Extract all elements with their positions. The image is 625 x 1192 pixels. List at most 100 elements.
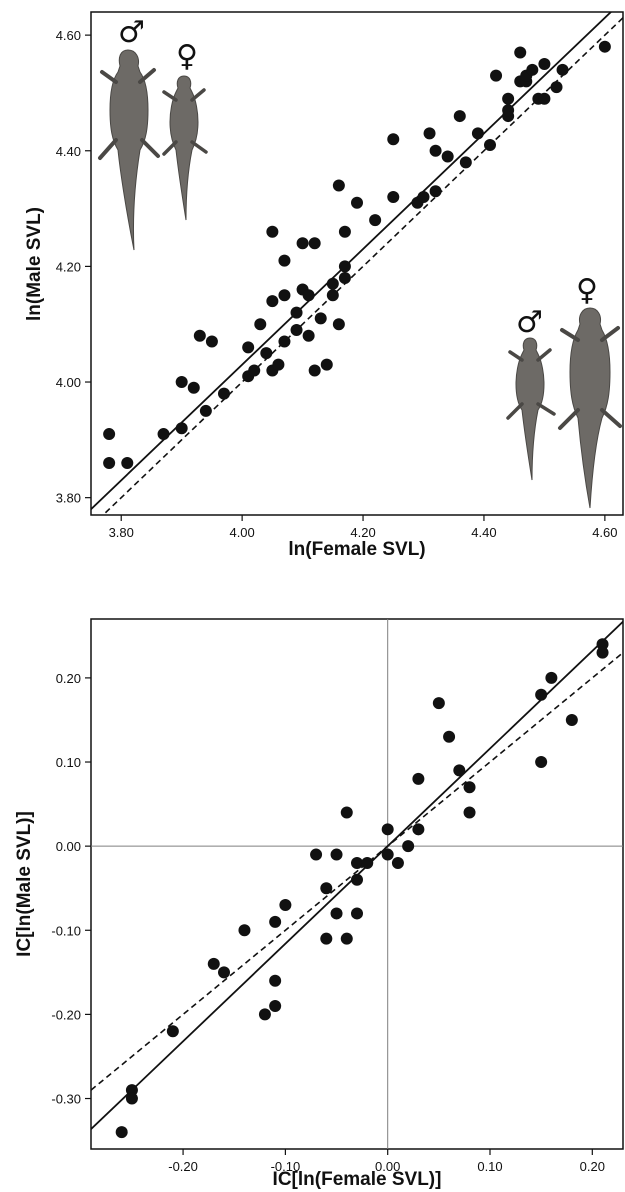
- data-point: [429, 144, 442, 157]
- male-symbol-icon: ♂: [516, 305, 543, 340]
- data-point: [310, 848, 323, 861]
- data-point: [266, 295, 279, 308]
- data-point: [326, 277, 339, 290]
- data-point: [121, 456, 134, 469]
- x-tick-label: -0.10: [271, 1159, 301, 1174]
- data-point: [550, 81, 563, 94]
- data-point: [351, 907, 363, 920]
- y-tick-label: -0.30: [51, 1092, 81, 1107]
- data-point: [502, 104, 515, 117]
- data-point: [538, 58, 551, 71]
- y-tick-label: -0.20: [51, 1007, 81, 1022]
- data-point: [103, 456, 116, 469]
- data-point: [338, 260, 351, 273]
- data-point: [320, 932, 333, 945]
- data-point: [332, 318, 345, 331]
- data-point: [242, 341, 255, 354]
- data-point: [302, 329, 315, 342]
- data-point: [258, 1008, 271, 1021]
- y-tick-label: 3.80: [56, 491, 81, 506]
- chart-b-y-ticks: -0.30 -0.20 -0.10 0.00 0.10 0.20: [51, 671, 91, 1107]
- data-point: [514, 46, 527, 59]
- chart-a-x-ticks: 3.80 4.00 4.20 4.40 4.60: [109, 515, 618, 540]
- data-point: [320, 358, 333, 371]
- data-point: [205, 335, 218, 348]
- data-point: [502, 92, 515, 105]
- x-tick-label: 0.10: [477, 1159, 502, 1174]
- data-point: [290, 323, 303, 336]
- chart-a-frame: [90, 11, 624, 516]
- chart-a: ♂ ♀ ♂ ♀ 3.80 4.00 4.20 4.40 4.60 3.80 4.00 4.2…: [24, 11, 624, 560]
- male-symbol-icon: ♂: [118, 15, 145, 50]
- x-tick-label: 0.20: [580, 1159, 605, 1174]
- data-point: [443, 730, 456, 743]
- data-point: [296, 237, 309, 250]
- data-point: [471, 127, 484, 140]
- data-point: [565, 713, 578, 726]
- data-point: [199, 404, 212, 417]
- isometry-line-dashed: [91, 652, 623, 1091]
- data-point: [308, 237, 321, 250]
- data-point: [266, 225, 279, 238]
- data-point: [330, 907, 343, 920]
- data-point: [330, 848, 343, 861]
- data-point: [490, 69, 503, 82]
- data-point: [308, 364, 321, 377]
- data-point: [381, 823, 394, 836]
- x-tick-label: -0.20: [168, 1159, 198, 1174]
- data-point: [402, 840, 415, 853]
- chart-a-points: [103, 40, 611, 469]
- data-point: [279, 899, 292, 912]
- y-tick-label: 4.20: [56, 259, 81, 274]
- chart-b-x-axis-title: IC[ln(Female SVL)]: [273, 1169, 442, 1190]
- data-point: [526, 63, 539, 76]
- y-tick-label: 4.00: [56, 375, 81, 390]
- data-point: [338, 271, 351, 284]
- data-point: [340, 932, 353, 945]
- regression-line-solid: [91, 12, 613, 510]
- data-point: [369, 214, 382, 227]
- data-point: [351, 856, 363, 869]
- chart-b-reference-lines: [91, 619, 623, 1149]
- data-point: [302, 289, 315, 302]
- data-point: [556, 63, 569, 76]
- data-point: [193, 329, 206, 342]
- data-point: [453, 110, 466, 123]
- data-point: [412, 823, 425, 836]
- data-point: [429, 185, 442, 198]
- data-point: [538, 92, 551, 105]
- data-point: [459, 156, 472, 169]
- y-tick-label: 4.60: [56, 28, 81, 43]
- lizard-male-small-icon: [506, 337, 556, 481]
- lizard-male-large-icon: [98, 49, 160, 251]
- chart-a-y-ticks: 3.80 4.00 4.20 4.40 4.60: [56, 28, 91, 506]
- data-point: [290, 306, 303, 319]
- data-point: [269, 915, 282, 928]
- data-point: [269, 999, 282, 1012]
- data-point: [125, 1084, 138, 1097]
- data-point: [332, 179, 345, 192]
- y-tick-label: 4.40: [56, 144, 81, 159]
- y-tick-label: 0.00: [56, 839, 81, 854]
- y-tick-label: 0.20: [56, 671, 81, 686]
- data-point: [432, 697, 445, 710]
- data-point: [417, 191, 430, 204]
- data-point: [340, 806, 353, 819]
- data-point: [187, 381, 200, 394]
- data-point: [314, 312, 327, 325]
- data-point: [115, 1126, 128, 1139]
- data-point: [338, 225, 351, 238]
- x-tick-label: 4.60: [592, 525, 617, 540]
- data-point: [272, 358, 285, 371]
- data-point: [545, 671, 558, 684]
- data-point: [596, 638, 609, 651]
- data-point: [361, 856, 374, 869]
- data-point: [351, 196, 363, 209]
- chart-b-frame: [90, 618, 624, 1150]
- data-point: [596, 646, 609, 659]
- chart-a-fit-lines: [91, 12, 623, 515]
- data-point: [463, 781, 476, 794]
- female-symbol-icon: ♀: [576, 273, 598, 308]
- data-point: [269, 974, 282, 987]
